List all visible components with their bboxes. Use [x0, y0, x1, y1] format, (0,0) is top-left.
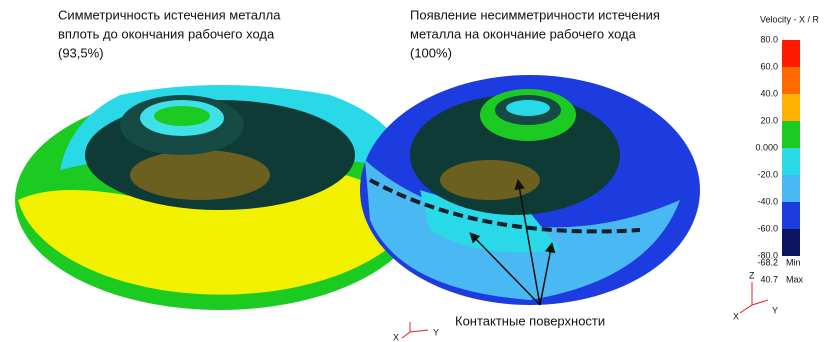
axis-label: X — [393, 332, 399, 342]
legend-ticks: 80.0 60.0 40.0 20.0 0.000 -20.0 -40.0 -60.0 -80.… — [755, 34, 778, 260]
legend-tick-label: -80.0 — [757, 250, 778, 260]
annotation: Контактные поверхности — [455, 313, 605, 328]
legend-tick-label: -60.0 — [757, 223, 778, 233]
legend-tick-label: 0.000 — [755, 142, 778, 152]
legend-tick-label: 60.0 — [760, 61, 778, 71]
legend-title: Velocity - X / R — [760, 14, 820, 24]
axis-label: Z — [749, 270, 755, 280]
annotation-arrows — [469, 178, 556, 306]
axis-label: X — [733, 311, 739, 321]
max-label: Max — [786, 274, 804, 284]
caption-line: (100%) — [410, 45, 452, 60]
color-bar — [782, 40, 800, 256]
axis-triad — [739, 282, 769, 314]
caption-line: Появление несимметричности истечения — [410, 7, 660, 22]
right-disc — [360, 75, 700, 305]
legend-tick-label: -20.0 — [757, 169, 778, 179]
legend-tick-label: 80.0 — [760, 34, 778, 44]
caption-line: Симметричность истечения металла — [58, 7, 281, 22]
left-disc — [15, 85, 425, 310]
max-value: 40.7 — [760, 274, 778, 284]
caption-line: (93,5%) — [58, 45, 104, 60]
axis-label: Y — [433, 327, 439, 337]
axis-label: Y — [772, 305, 778, 315]
caption-line: металла на окончание рабочего хода — [410, 26, 637, 41]
min-value: -68.2 — [757, 257, 778, 267]
caption-line: вплоть до окончания рабочего хода — [58, 26, 275, 41]
legend-tick-label: 20.0 — [760, 115, 778, 125]
min-label: Min — [786, 257, 801, 267]
axis-triad — [401, 322, 429, 339]
legend-tick-label: -40.0 — [757, 196, 778, 206]
legend-tick-label: 40.0 — [760, 88, 778, 98]
